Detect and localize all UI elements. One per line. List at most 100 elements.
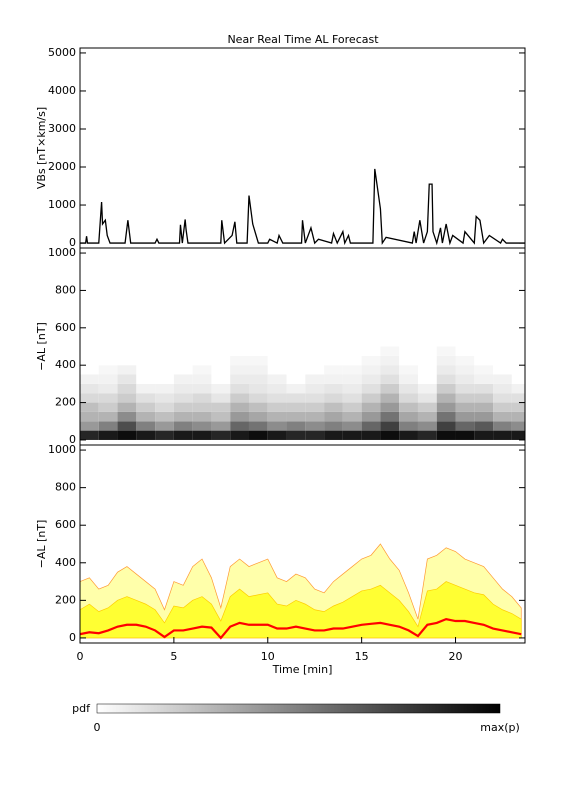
panel-frame <box>79 444 526 644</box>
pdf-cell <box>436 402 456 412</box>
pdf-cell <box>155 383 174 394</box>
pdf-cell <box>173 402 193 412</box>
pdf-cell <box>248 411 268 422</box>
pdf-cell <box>417 374 437 384</box>
pdf-cell <box>361 374 381 384</box>
pdf-cell <box>136 365 156 375</box>
pdf-cell <box>211 374 231 384</box>
pdf-cell <box>305 383 325 394</box>
pdf-cell <box>361 383 381 394</box>
pdf-cell <box>455 393 475 403</box>
pdf-cell <box>305 355 325 366</box>
pdf-cell <box>436 346 456 356</box>
x-tick-label: 20 <box>449 650 463 663</box>
pdf-cell <box>286 365 306 375</box>
pdf-cell <box>136 411 156 422</box>
pdf-cell <box>98 430 118 440</box>
pdf-cell <box>230 411 249 422</box>
pdf-cell <box>324 374 343 384</box>
pdf-cell <box>511 374 525 384</box>
pdf-cell <box>493 346 512 356</box>
y-tick-label: 0 <box>69 433 76 446</box>
pdf-cell <box>286 421 306 431</box>
pdf-cell <box>399 402 418 412</box>
pdf-cell <box>286 393 306 403</box>
pdf-cell <box>80 430 99 440</box>
pdf-cell <box>136 355 156 366</box>
pdf-cell <box>399 430 418 440</box>
pdf-cell <box>493 421 512 431</box>
pdf-cell <box>417 346 437 356</box>
pdf-cell <box>511 411 525 422</box>
pdf-cell <box>493 402 512 412</box>
pdf-cell <box>192 374 212 384</box>
y-tick-label: 600 <box>55 321 76 334</box>
pdf-cell <box>342 365 362 375</box>
pdf-cell <box>399 365 418 375</box>
y-tick-label: 5000 <box>48 46 76 59</box>
pdf-cell <box>80 421 99 431</box>
x-tick-label: 15 <box>355 650 369 663</box>
pdf-cell <box>80 402 99 412</box>
pdf-cell <box>436 430 456 440</box>
pdf-cell <box>511 355 525 366</box>
y-axis-label: −AL [nT] <box>35 322 48 371</box>
pdf-cell <box>230 393 249 403</box>
pdf-cell <box>173 430 193 440</box>
pdf-cell <box>80 355 99 366</box>
pdf-cell <box>474 374 494 384</box>
pdf-cell <box>342 421 362 431</box>
pdf-cell <box>267 393 287 403</box>
y-tick-label: 800 <box>55 481 76 494</box>
pdf-cell <box>117 402 137 412</box>
pdf-cell <box>117 421 137 431</box>
pdf-cell <box>399 383 418 394</box>
pdf-cell <box>248 365 268 375</box>
pdf-cell <box>380 383 400 394</box>
pdf-cell <box>399 346 418 356</box>
pdf-cell <box>173 383 193 394</box>
pdf-cell <box>230 402 249 412</box>
pdf-cell <box>173 346 193 356</box>
pdf-cell <box>192 393 212 403</box>
pdf-cell <box>361 430 381 440</box>
pdf-cell <box>267 402 287 412</box>
pdf-cell <box>361 393 381 403</box>
pdf-cell <box>286 383 306 394</box>
pdf-cell <box>155 374 174 384</box>
pdf-cell <box>305 346 325 356</box>
pdf-cell <box>305 430 325 440</box>
pdf-cell <box>173 355 193 366</box>
pdf-cell <box>511 383 525 394</box>
pdf-cell <box>136 393 156 403</box>
pdf-cell <box>267 355 287 366</box>
pdf-cell <box>230 346 249 356</box>
pdf-cell <box>361 402 381 412</box>
pdf-cell <box>192 411 212 422</box>
pdf-cell <box>192 346 212 356</box>
pdf-cell <box>474 430 494 440</box>
pdf-cell <box>511 393 525 403</box>
pdf-cell <box>455 383 475 394</box>
pdf-cell <box>455 374 475 384</box>
pdf-cell <box>436 355 456 366</box>
y-axis-label: −AL [nT] <box>35 520 48 569</box>
pdf-cell <box>155 346 174 356</box>
pdf-cell <box>117 374 137 384</box>
pdf-cell <box>399 393 418 403</box>
y-tick-label: 600 <box>55 518 76 531</box>
pdf-cell <box>230 365 249 375</box>
pdf-cell <box>474 383 494 394</box>
pdf-cell <box>361 355 381 366</box>
pdf-cell <box>493 374 512 384</box>
pdf-cell <box>211 430 231 440</box>
vbs-line <box>80 168 525 246</box>
pdf-cell <box>173 411 193 422</box>
pdf-cell <box>436 365 456 375</box>
pdf-cell <box>455 346 475 356</box>
pdf-cell <box>80 346 99 356</box>
pdf-cell <box>267 430 287 440</box>
pdf-cell <box>511 365 525 375</box>
pdf-cell <box>98 393 118 403</box>
pdf-cell <box>399 374 418 384</box>
